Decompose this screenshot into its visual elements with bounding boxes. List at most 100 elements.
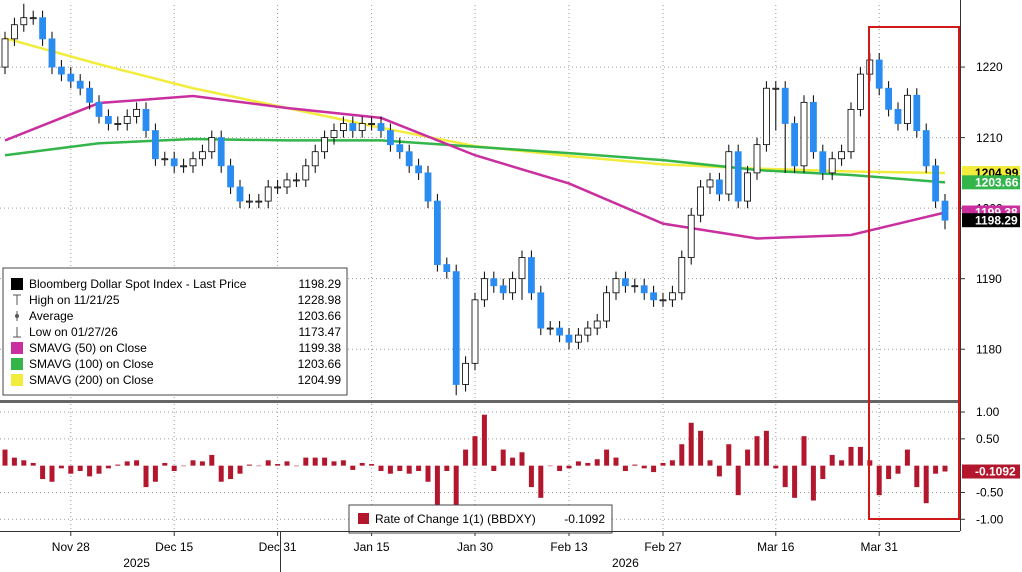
candle-body [29, 17, 37, 20]
legend-swatch [11, 278, 23, 290]
bar [49, 465, 55, 482]
bar [886, 465, 892, 480]
candle-body [781, 87, 789, 124]
candle-body [490, 278, 498, 287]
y-tick-label: 1.00 [976, 405, 1000, 419]
bar [519, 452, 525, 466]
candle-body [358, 123, 366, 131]
legend-value: 1203.66 [298, 309, 342, 323]
candle-body [321, 137, 329, 153]
y-tick-label: 1190 [976, 272, 1002, 286]
x-tick-label: Jan 15 [354, 540, 390, 554]
bar [472, 436, 478, 466]
candle-body [612, 278, 620, 294]
legend-swatch [11, 358, 23, 370]
bar [143, 465, 149, 488]
bar [77, 465, 83, 472]
bar [651, 465, 657, 473]
bar [538, 465, 544, 498]
candle-body [443, 264, 451, 273]
candle-body [894, 108, 902, 124]
bar [491, 465, 497, 472]
candle-body [255, 200, 263, 203]
candle-body [706, 179, 714, 188]
candle-body [528, 257, 535, 294]
legend-label: High on 11/21/25 [29, 293, 120, 307]
candle-body [697, 186, 704, 216]
candle-body [875, 59, 883, 89]
candle-body [198, 151, 206, 160]
moving-average-line [4, 137, 946, 184]
bar [745, 449, 751, 466]
candle-body [396, 144, 404, 153]
y-tick-label: -1.00 [976, 512, 1004, 526]
bar [660, 462, 666, 466]
legend-label: Bloomberg Dollar Spot Index - Last Price [29, 277, 247, 291]
bar [387, 465, 393, 474]
bar [134, 460, 140, 466]
candle-body [518, 257, 526, 280]
bar [322, 457, 328, 466]
candle-body [58, 66, 65, 75]
legend-label: SMAVG (200) on Close [29, 373, 154, 387]
candle-body [452, 271, 460, 385]
candle-body [603, 292, 610, 322]
y-tick-label: 0.50 [976, 432, 1000, 446]
bar [293, 465, 299, 467]
candle-body [217, 137, 225, 167]
x-tick-label: Mar 16 [757, 540, 795, 554]
bar [914, 465, 920, 488]
candle-body [236, 186, 244, 202]
tag-roc: -0.1092 [975, 465, 1016, 479]
bar [566, 465, 572, 469]
candle-body [772, 87, 780, 90]
bar [726, 444, 732, 466]
x-tick-label: Jan 30 [457, 540, 493, 554]
bar [256, 465, 262, 467]
candle-body [10, 24, 18, 40]
bar [688, 422, 694, 466]
candle-body [133, 108, 141, 117]
bar [162, 462, 168, 466]
bar [604, 449, 610, 466]
candle-body [368, 123, 376, 125]
candle-body [556, 327, 563, 336]
bar [96, 465, 102, 474]
bar [594, 459, 600, 466]
legend-value: -0.1092 [564, 512, 605, 526]
bar [209, 454, 215, 466]
bar [773, 465, 779, 469]
legend-value: 1173.47 [299, 325, 342, 339]
candle-body [819, 151, 827, 174]
candle-body [151, 130, 159, 160]
candle-body [640, 285, 648, 294]
tag-sma100: 1203.66 [975, 175, 1019, 189]
candle-body [800, 101, 808, 167]
candle-body [48, 38, 56, 68]
candle-body [678, 257, 686, 294]
tag-roc-bg [962, 464, 1020, 479]
bar [30, 462, 36, 466]
bar [528, 465, 534, 488]
bar [58, 465, 64, 469]
candle-body [810, 101, 817, 153]
candle-body [283, 179, 291, 188]
candle-body [471, 299, 479, 364]
bar [716, 465, 722, 477]
candle-body [499, 285, 507, 294]
y-tick-label: 1180 [976, 342, 1002, 356]
bar [707, 460, 713, 466]
candle-body [142, 108, 150, 131]
bar [895, 465, 901, 474]
bar [829, 454, 835, 466]
candle-body [292, 179, 300, 182]
legend-value: 1203.66 [298, 357, 342, 371]
bar [810, 465, 816, 501]
x-tick-label: Feb 27 [644, 540, 682, 554]
marks-layer [1, 3, 949, 506]
candle-body [227, 165, 235, 188]
bar [876, 465, 882, 496]
bar [124, 461, 130, 466]
candle-body [631, 285, 639, 288]
